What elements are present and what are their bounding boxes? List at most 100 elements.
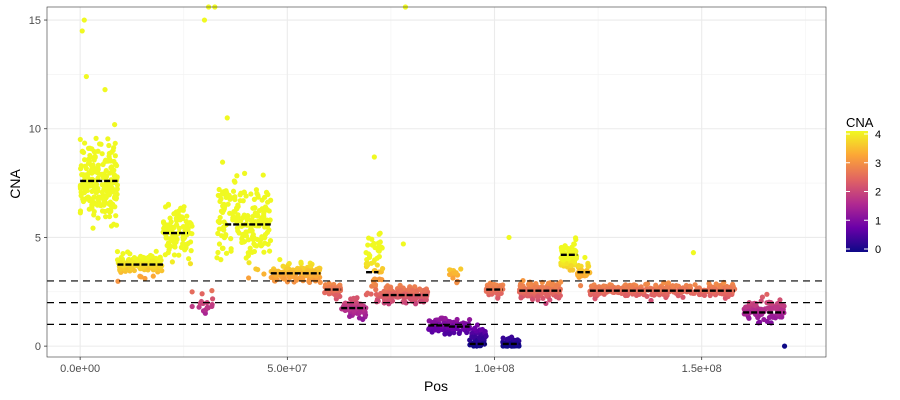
data-point	[398, 287, 404, 294]
data-point	[185, 240, 191, 247]
data-point	[266, 208, 272, 214]
data-point	[89, 196, 96, 202]
data-point	[652, 291, 659, 297]
data-point	[692, 282, 698, 288]
data-point	[169, 259, 175, 265]
data-point	[680, 294, 686, 300]
data-point	[549, 282, 555, 288]
data-point	[150, 273, 156, 279]
data-point	[351, 295, 357, 301]
data-point	[160, 219, 167, 225]
data-point	[472, 325, 478, 331]
data-point	[114, 248, 121, 255]
data-point	[80, 198, 87, 205]
x-tick-label: 5.0e+07	[267, 363, 307, 375]
data-point	[138, 253, 144, 259]
data-point	[367, 253, 373, 259]
data-point	[215, 218, 221, 224]
data-point	[766, 314, 773, 321]
data-point	[553, 294, 559, 300]
data-point	[251, 196, 257, 202]
data-point	[219, 159, 226, 165]
data-point	[376, 254, 382, 260]
data-point	[87, 152, 93, 159]
data-point	[262, 224, 268, 230]
data-point	[675, 293, 681, 299]
data-point	[697, 291, 703, 297]
data-point	[781, 343, 788, 349]
data-point	[373, 287, 379, 293]
data-point	[171, 252, 178, 258]
data-point	[582, 254, 588, 261]
data-point	[201, 17, 208, 23]
data-point	[456, 330, 462, 337]
data-point	[363, 261, 369, 267]
data-point	[291, 279, 297, 285]
data-point	[262, 204, 269, 210]
data-point	[231, 214, 237, 220]
data-point	[259, 234, 265, 240]
data-point	[373, 291, 380, 298]
data-point	[95, 196, 101, 202]
data-point	[372, 244, 378, 251]
data-point	[180, 241, 186, 247]
data-point	[82, 140, 88, 146]
x-tick-label: 1.0e+08	[474, 363, 514, 375]
data-point	[252, 205, 258, 211]
data-point	[458, 266, 464, 272]
data-point	[280, 263, 286, 269]
data-point	[216, 186, 222, 193]
data-point	[102, 214, 109, 220]
data-point	[410, 288, 416, 294]
data-point	[93, 169, 99, 175]
data-point	[759, 294, 766, 300]
data-point	[648, 297, 654, 304]
data-point	[317, 279, 323, 285]
data-point	[446, 331, 453, 337]
data-point	[188, 248, 194, 254]
data-point	[112, 153, 118, 159]
data-point	[644, 281, 651, 287]
data-point	[376, 244, 382, 250]
data-point	[422, 288, 428, 294]
data-point	[410, 295, 416, 301]
data-point	[752, 302, 758, 308]
data-point	[157, 254, 163, 260]
data-point	[89, 200, 95, 206]
data-point	[81, 157, 88, 163]
data-point	[187, 261, 194, 267]
data-point	[77, 208, 84, 214]
data-point	[777, 297, 783, 303]
data-point	[93, 181, 100, 188]
data-point	[376, 248, 382, 254]
data-point	[701, 292, 708, 298]
data-point	[167, 243, 174, 249]
data-point	[543, 300, 549, 307]
data-point	[591, 291, 597, 298]
data-point	[369, 236, 375, 242]
data-point	[79, 148, 86, 154]
data-point	[517, 283, 524, 290]
data-point	[90, 225, 96, 231]
data-point	[333, 292, 339, 299]
data-point	[347, 313, 353, 319]
legend-tick-label: 4	[875, 129, 881, 141]
data-point	[223, 231, 229, 238]
data-point	[78, 163, 84, 169]
data-point	[360, 316, 366, 323]
data-point	[761, 316, 767, 323]
data-point	[112, 175, 118, 181]
data-point	[585, 263, 591, 269]
data-point	[576, 272, 582, 278]
data-point	[189, 289, 195, 295]
y-tick-label: 0	[35, 341, 41, 353]
data-point	[372, 282, 379, 288]
data-point	[774, 301, 781, 307]
data-point	[114, 257, 121, 263]
data-point	[120, 250, 126, 257]
data-point	[102, 87, 108, 93]
data-point	[91, 157, 97, 163]
data-point	[88, 181, 94, 187]
data-point	[664, 290, 670, 296]
